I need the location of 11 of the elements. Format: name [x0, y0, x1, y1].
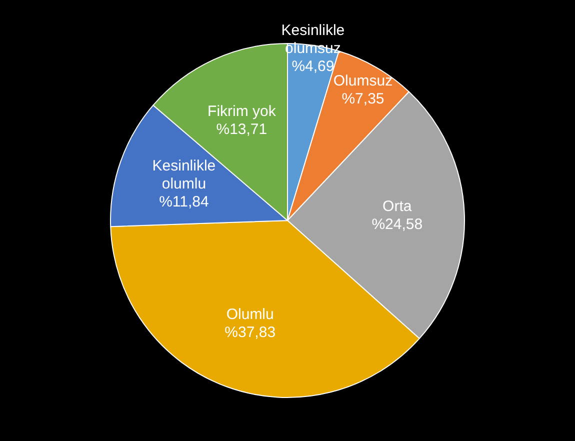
- slice-label: Olumsuz: [333, 72, 393, 90]
- data-label: %11,84: [159, 193, 209, 210]
- data-label: %37,83: [224, 324, 276, 341]
- data-label: %13,71: [216, 120, 268, 138]
- slice-label: Olumlu: [226, 306, 274, 323]
- slice-label: Kesinlikle olumlu: [152, 157, 216, 192]
- data-label: %4,69: [292, 58, 334, 76]
- slice-label: Orta: [382, 198, 412, 216]
- data-label: %7,35: [342, 90, 384, 108]
- data-label: %24,58: [372, 216, 423, 234]
- slice-label: Fikrim yok: [208, 102, 276, 120]
